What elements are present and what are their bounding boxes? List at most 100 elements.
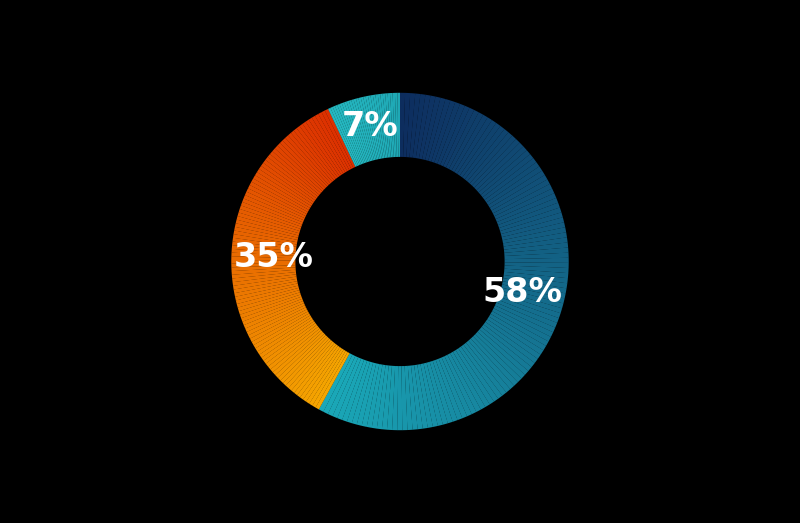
Wedge shape (500, 212, 563, 234)
Wedge shape (425, 98, 446, 161)
Wedge shape (306, 120, 343, 175)
Wedge shape (335, 105, 361, 165)
Wedge shape (337, 104, 362, 164)
Wedge shape (494, 305, 553, 337)
Wedge shape (445, 355, 477, 414)
Wedge shape (505, 253, 569, 259)
Wedge shape (468, 338, 514, 389)
Wedge shape (430, 361, 453, 423)
Wedge shape (483, 322, 538, 363)
Wedge shape (238, 292, 301, 315)
Wedge shape (261, 163, 315, 202)
Wedge shape (485, 162, 539, 202)
Wedge shape (497, 198, 558, 225)
Wedge shape (300, 346, 340, 400)
Wedge shape (499, 208, 562, 231)
Wedge shape (467, 132, 512, 184)
Wedge shape (257, 169, 313, 206)
Wedge shape (254, 313, 310, 348)
Wedge shape (280, 335, 327, 383)
Wedge shape (303, 347, 342, 402)
Wedge shape (414, 365, 428, 429)
Wedge shape (392, 366, 398, 430)
Wedge shape (428, 99, 450, 162)
Wedge shape (457, 120, 496, 176)
Wedge shape (240, 206, 302, 229)
Wedge shape (363, 96, 378, 160)
Wedge shape (358, 97, 376, 160)
Wedge shape (259, 166, 314, 204)
Wedge shape (231, 249, 296, 256)
Wedge shape (231, 265, 295, 271)
Wedge shape (231, 267, 296, 275)
Wedge shape (278, 334, 326, 381)
Wedge shape (241, 297, 302, 322)
Wedge shape (504, 266, 569, 273)
Wedge shape (246, 188, 306, 218)
Wedge shape (233, 274, 297, 286)
Wedge shape (453, 350, 490, 407)
Wedge shape (294, 128, 336, 180)
Wedge shape (361, 97, 377, 160)
Wedge shape (263, 160, 317, 200)
Wedge shape (498, 297, 559, 323)
Wedge shape (437, 104, 465, 165)
Wedge shape (357, 362, 376, 426)
Wedge shape (465, 129, 509, 181)
Wedge shape (266, 157, 318, 199)
Wedge shape (494, 188, 554, 219)
Wedge shape (253, 175, 310, 210)
Wedge shape (496, 193, 556, 222)
Wedge shape (502, 222, 566, 240)
Wedge shape (505, 263, 569, 268)
Wedge shape (454, 117, 492, 174)
Wedge shape (242, 198, 303, 224)
Wedge shape (232, 270, 296, 279)
Wedge shape (402, 366, 407, 430)
Wedge shape (297, 344, 338, 397)
Wedge shape (297, 126, 338, 179)
Wedge shape (349, 100, 370, 162)
Wedge shape (232, 242, 296, 252)
Wedge shape (273, 330, 322, 375)
Wedge shape (330, 107, 358, 166)
Wedge shape (501, 288, 563, 309)
Wedge shape (372, 365, 386, 429)
Wedge shape (470, 135, 516, 186)
Wedge shape (462, 126, 505, 179)
Wedge shape (380, 94, 390, 157)
Wedge shape (397, 366, 402, 430)
Wedge shape (498, 202, 560, 228)
Wedge shape (352, 362, 374, 425)
Wedge shape (255, 172, 311, 208)
Wedge shape (234, 227, 298, 242)
Wedge shape (312, 116, 347, 173)
Wedge shape (344, 101, 367, 163)
Wedge shape (338, 359, 364, 420)
Wedge shape (315, 114, 350, 171)
Wedge shape (351, 99, 371, 162)
Wedge shape (400, 93, 405, 157)
Wedge shape (504, 269, 568, 278)
Wedge shape (419, 96, 435, 160)
Wedge shape (474, 143, 523, 190)
Wedge shape (443, 108, 474, 167)
Wedge shape (280, 140, 327, 188)
Wedge shape (504, 272, 568, 283)
Wedge shape (488, 170, 545, 208)
Wedge shape (274, 145, 324, 191)
Wedge shape (496, 300, 557, 328)
Wedge shape (406, 93, 415, 157)
Wedge shape (233, 238, 297, 249)
Wedge shape (482, 158, 536, 200)
Wedge shape (498, 293, 561, 318)
Wedge shape (268, 327, 320, 370)
Wedge shape (322, 110, 354, 169)
Wedge shape (449, 112, 483, 170)
Wedge shape (440, 106, 470, 166)
Wedge shape (236, 286, 298, 304)
Wedge shape (436, 359, 462, 420)
Wedge shape (502, 278, 566, 293)
Wedge shape (450, 351, 486, 410)
Wedge shape (426, 362, 448, 425)
